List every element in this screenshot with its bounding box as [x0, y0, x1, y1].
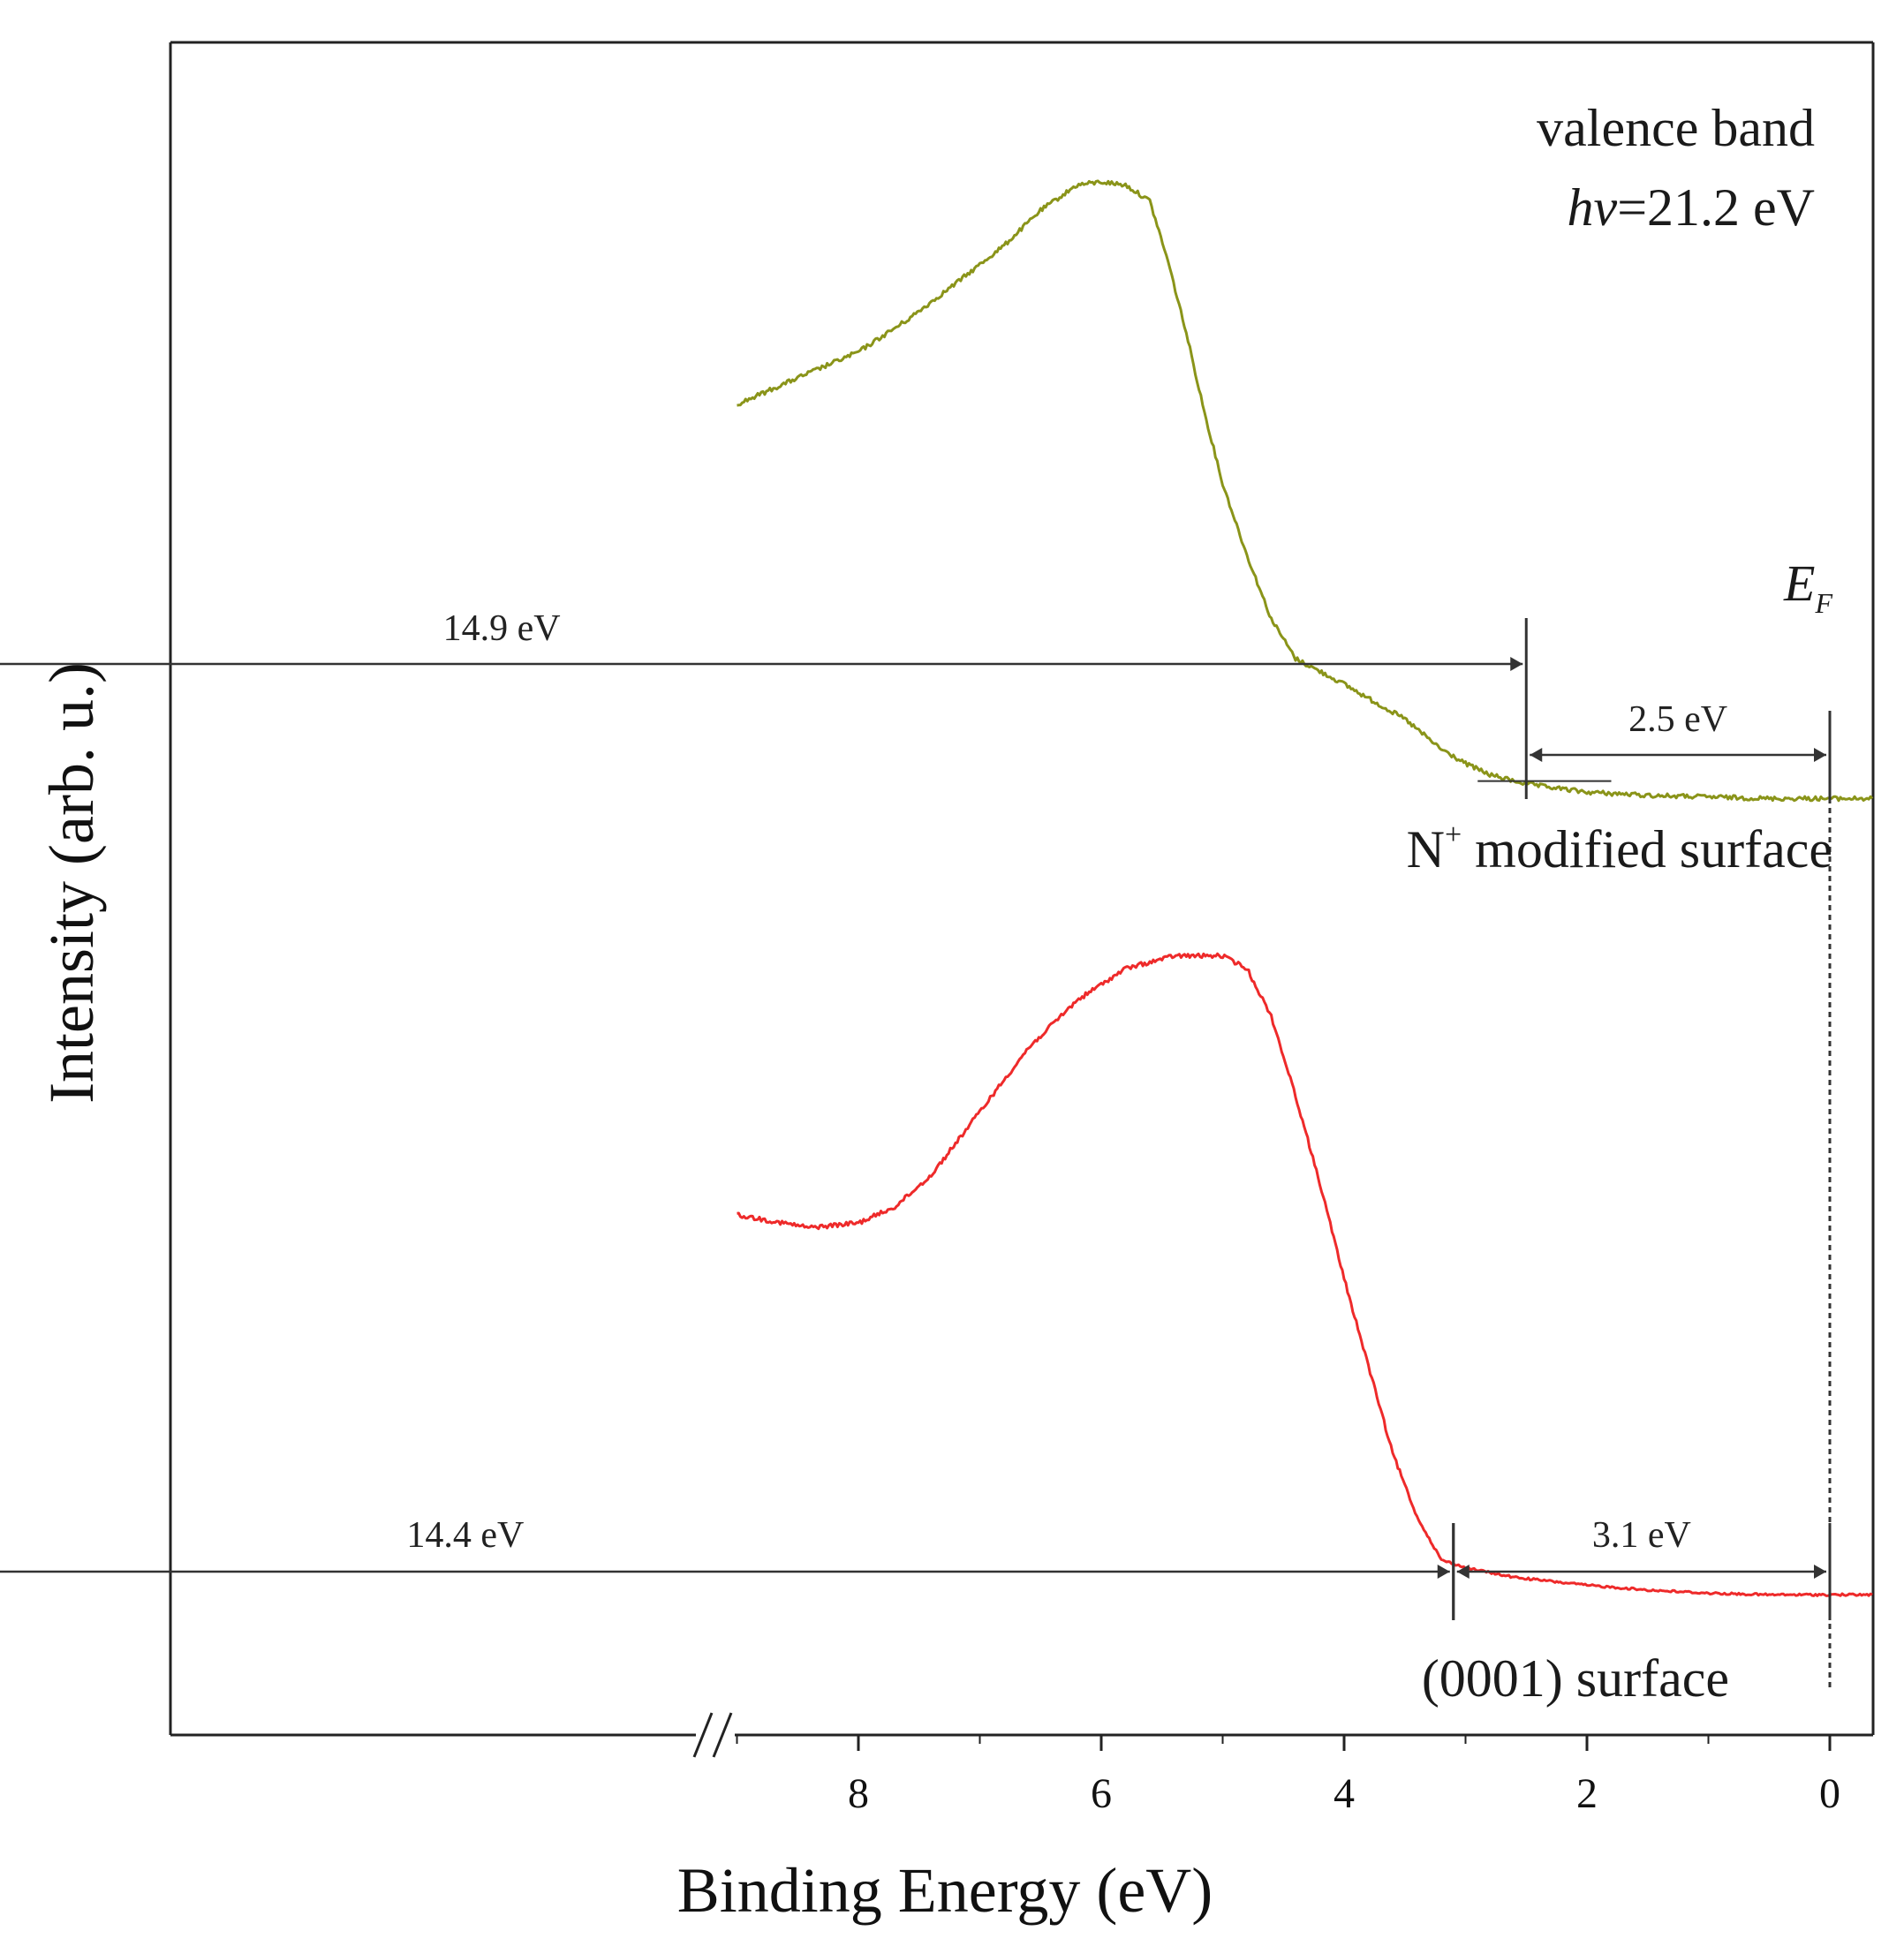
series-line-n-modified-seg1 — [737, 179, 1874, 803]
dimension-arrowhead — [1456, 1565, 1470, 1579]
axis-break-slash-1 — [692, 1712, 714, 1758]
fermi-level-letter: E — [1783, 554, 1815, 612]
fermi-level-subscript: F — [1814, 587, 1832, 619]
dimension-label: 14.9 eV — [443, 608, 561, 649]
dimension-arrowhead — [1814, 1565, 1826, 1579]
title-line-1: valence band — [1537, 99, 1815, 157]
axis-break-marker — [692, 1712, 733, 1758]
fermi-level-label: EF — [1783, 554, 1832, 619]
dimension-arrowhead — [1437, 1565, 1450, 1579]
x-tick-label: 6 — [1091, 1770, 1112, 1817]
dimension-arrowhead — [1510, 657, 1523, 671]
series-line-surface-0001-seg1 — [737, 952, 1873, 1597]
dimension-arrowhead — [1814, 748, 1826, 762]
series-label-n-modified: N+ modified surface — [1407, 818, 1832, 879]
dimension-arrowhead — [1530, 748, 1543, 762]
title-line-2: hv=21.2 eV — [1568, 178, 1815, 237]
series-layer — [737, 179, 1874, 1597]
x-axis-title: Binding Energy (eV) — [677, 1855, 1213, 1926]
y-axis-title: Intensity (arb. u.) — [36, 662, 107, 1104]
dimension-label: 2.5 eV — [1628, 699, 1727, 740]
x-ticks: 1816141286420 — [736, 1735, 1840, 1817]
dimension-label: 14.4 eV — [406, 1515, 524, 1556]
x-tick-label: 8 — [848, 1770, 869, 1817]
x-tick-label: 4 — [1334, 1770, 1355, 1817]
n-label-sup: + — [1445, 818, 1462, 851]
series-label-0001-surface: (0001) surface — [1422, 1649, 1729, 1708]
n-label-pre: N — [1407, 820, 1445, 879]
photon-energy-value: =21.2 eV — [1617, 178, 1815, 237]
x-tick-label: 2 — [1576, 1770, 1598, 1817]
x-tick-label: 0 — [1819, 1770, 1840, 1817]
n-label-post: modified surface — [1462, 820, 1832, 879]
axis-break-slash-2 — [712, 1712, 733, 1758]
dimension-label: 3.1 eV — [1592, 1515, 1691, 1556]
photon-energy-symbol: hv — [1568, 178, 1618, 237]
dimension-markers: 14.9 eV 2.5 eV 14.4 eV 3.1 eV — [0, 608, 1832, 1620]
